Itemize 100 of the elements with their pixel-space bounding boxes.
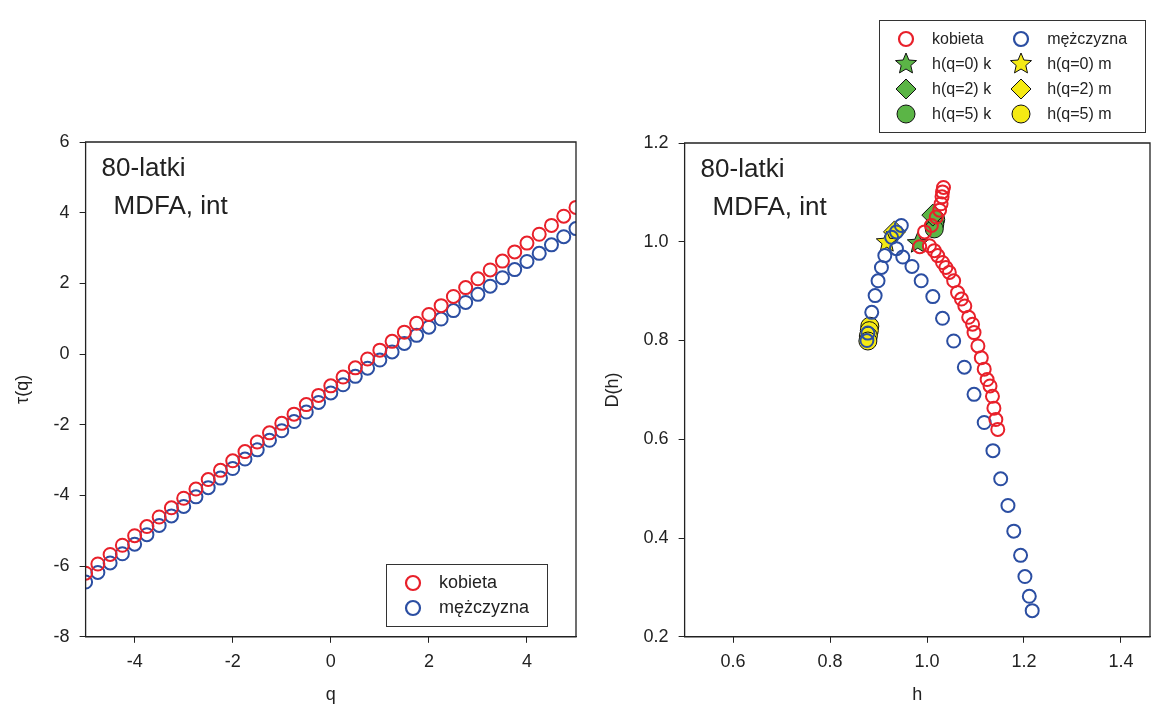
point [360, 360, 376, 376]
point [335, 377, 351, 393]
point [396, 335, 412, 351]
point [262, 425, 277, 441]
point [986, 400, 1002, 416]
point [298, 404, 314, 420]
point [934, 189, 950, 205]
y-tick-label: 1.2 [643, 131, 669, 152]
x-tick-label: -4 [126, 650, 143, 671]
annotation: 80-latki [101, 152, 186, 182]
y-tick-label: -2 [53, 413, 70, 434]
point [519, 235, 535, 251]
point [982, 378, 998, 394]
point [519, 253, 535, 269]
x-tick-label: 1.4 [1108, 650, 1134, 671]
point [274, 415, 290, 431]
legend-label: h(q=0) k [932, 55, 992, 73]
y-tick-label: 0.2 [643, 625, 669, 646]
point [445, 303, 461, 319]
x-tick-label: 1.2 [1011, 650, 1037, 671]
point [323, 385, 339, 401]
point [225, 453, 241, 469]
point [970, 338, 986, 354]
point [286, 414, 302, 430]
point [200, 480, 216, 496]
point [409, 315, 425, 331]
point [556, 229, 572, 245]
point [151, 509, 167, 525]
point [249, 442, 265, 458]
point [935, 310, 951, 326]
point [973, 350, 989, 366]
point [507, 244, 523, 260]
point [956, 359, 972, 375]
point [993, 471, 1009, 487]
point [913, 273, 929, 289]
point [543, 237, 559, 253]
point [494, 253, 510, 269]
x-tick-label: 4 [521, 650, 532, 671]
y-tick-label: 0.6 [643, 428, 669, 449]
y-tick-label: 2 [59, 272, 70, 293]
point [102, 546, 118, 562]
annotation: MDFA, int [712, 191, 828, 221]
point [372, 352, 388, 368]
annotation: 80-latki [700, 153, 785, 183]
point [470, 286, 486, 302]
point [433, 311, 449, 327]
point [298, 397, 314, 413]
point [976, 414, 992, 430]
legend-label: kobieta [439, 572, 498, 594]
point [470, 271, 486, 287]
point [1017, 569, 1033, 585]
point [507, 262, 523, 278]
point [930, 248, 946, 264]
y-tick-label: -8 [53, 625, 70, 646]
point [877, 248, 893, 264]
x-axis-title: h [912, 684, 923, 705]
point [274, 423, 290, 439]
point [935, 184, 951, 200]
point [984, 388, 1000, 404]
point [188, 481, 204, 497]
legend-label: kobieta [932, 30, 984, 48]
point [966, 386, 982, 402]
point [372, 342, 388, 358]
point [926, 243, 942, 259]
x-tick-label: 0 [325, 650, 336, 671]
point [482, 262, 498, 278]
point [176, 490, 192, 506]
point [965, 316, 981, 332]
point [935, 179, 951, 195]
y-tick-label: -4 [53, 484, 70, 505]
point [494, 270, 510, 286]
point [935, 255, 951, 270]
point [904, 258, 920, 274]
y-axis-title: D(h) [601, 372, 622, 408]
point [114, 537, 130, 553]
point [888, 241, 904, 257]
point [384, 333, 400, 349]
legend-label: mężczyzna [439, 597, 530, 619]
point [335, 369, 351, 385]
point [1006, 523, 1022, 539]
point [482, 278, 498, 294]
legend-label: h(q=5) k [932, 105, 992, 123]
point [90, 564, 106, 580]
point [311, 394, 327, 410]
y-tick-label: 1.0 [643, 230, 669, 251]
x-tick-label: 0.8 [817, 650, 843, 671]
point [946, 333, 962, 349]
point [946, 273, 962, 289]
point [421, 319, 437, 335]
point [873, 259, 889, 275]
point [90, 556, 106, 572]
point [237, 451, 253, 467]
point [212, 462, 228, 478]
point [953, 291, 969, 307]
y-axis-title: τ(q) [11, 374, 32, 404]
point [990, 421, 1006, 437]
point [988, 412, 1004, 428]
y-tick-label: 4 [59, 201, 70, 222]
x-tick-label: 2 [423, 650, 434, 671]
point [923, 217, 939, 233]
